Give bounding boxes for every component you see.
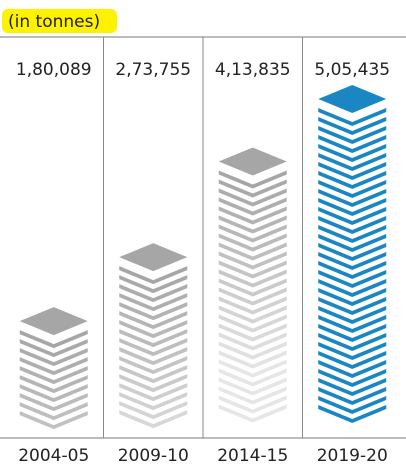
bar [318,85,386,423]
value-label: 2,73,755 [115,60,191,80]
bar [119,243,187,428]
unit-label: (in tonnes) [8,12,100,32]
bar [20,307,88,429]
bar-cap [119,243,187,271]
x-tick-label: 2014-15 [217,446,288,466]
x-tick-label: 2019-20 [317,446,388,466]
bar [219,148,287,423]
value-label: 1,80,089 [16,60,92,80]
bar-cap [20,307,88,335]
chart: (in tonnes) 1,80,089 2004-05 2,73,755 2009-… [0,0,406,471]
page: (in tonnes) 1,80,089 2004-05 2,73,755 2009-… [0,0,406,471]
x-tick-label: 2004-05 [18,446,89,466]
bar-cap [318,85,386,113]
value-label: 4,13,835 [215,60,291,80]
x-tick-label: 2009-10 [118,446,189,466]
bar-cap [219,148,287,176]
value-label: 5,05,435 [314,60,390,80]
